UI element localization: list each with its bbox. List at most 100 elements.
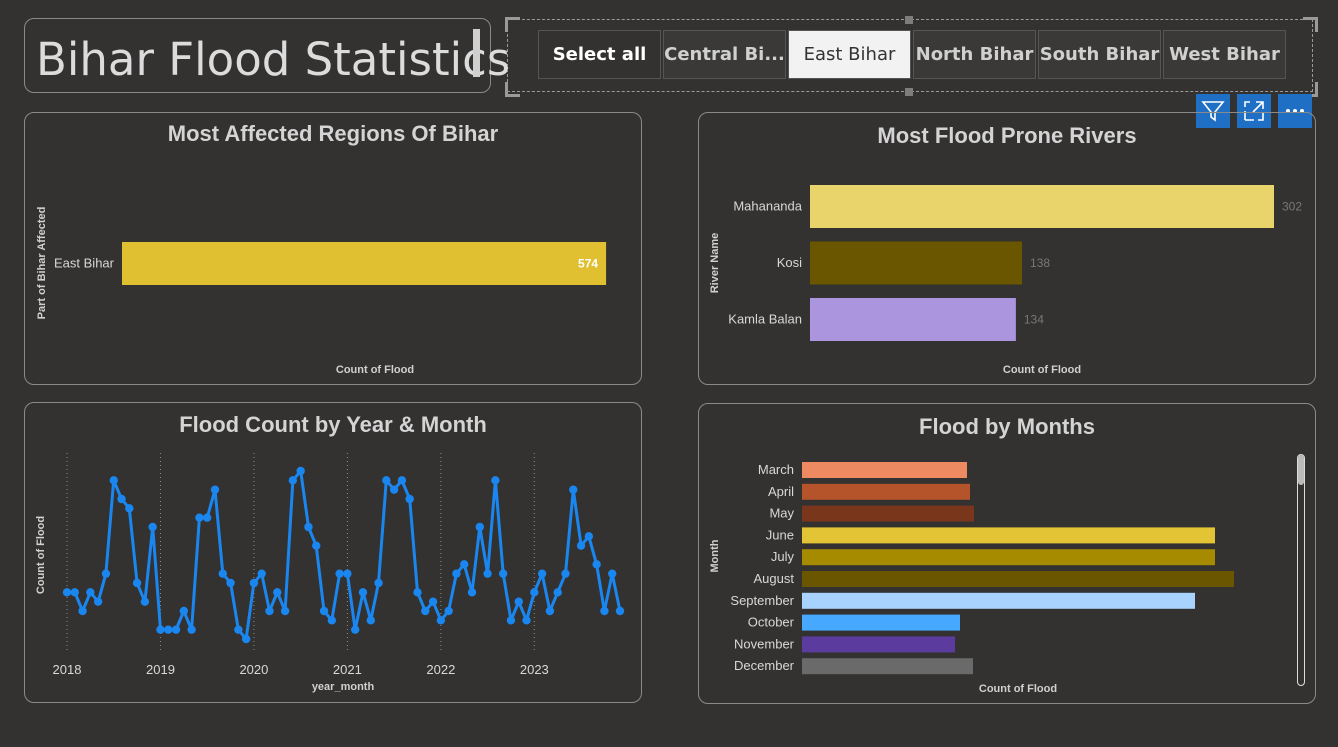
data-point [312,541,321,550]
months-chart-title: Flood by Months [919,414,1095,439]
bar-december [802,658,973,675]
resize-corner-top-right[interactable] [1303,17,1318,32]
resize-handle-top[interactable] [905,16,913,24]
data-point [288,476,298,485]
category-label: Mahananda [733,199,802,214]
data-point [615,606,625,616]
x-axis-label: Count of Flood [336,364,414,376]
slicer-central-bihar[interactable]: Central Bi... [663,30,786,79]
bar-july [802,549,1215,566]
more-options-button[interactable] [1278,94,1312,128]
months-scrollbar[interactable] [1297,454,1305,686]
x-tick-label: 2022 [426,662,455,677]
data-point [428,597,438,606]
data-point [132,578,142,588]
data-point [569,485,578,494]
bar-kamla-balan [810,298,1016,341]
data-point [491,476,500,485]
data-point [545,606,555,616]
x-axis-label: Count of Flood [979,683,1057,695]
data-point [592,560,601,569]
x-tick-label: 2023 [520,662,549,677]
months-chart-card[interactable]: Flood by Months March April May June July Aug… [698,403,1316,704]
data-point [273,588,282,597]
data-point [522,616,531,625]
data-point [140,597,150,606]
x-tick-label: 2019 [146,662,175,677]
slicer-north-bihar[interactable]: North Bihar [913,30,1036,79]
data-point [226,578,235,588]
bar-kosi [810,241,1023,285]
data-point [389,485,399,494]
data-label: 138 [1030,256,1050,270]
rivers-chart-title: Most Flood Prone Rivers [877,123,1137,148]
slicer-west-bihar[interactable]: West Bihar [1163,30,1286,79]
data-point [195,513,204,522]
data-label: 134 [1024,313,1044,327]
bar-november [802,636,955,653]
data-point [366,616,375,625]
slicer-east-bihar[interactable]: East Bihar [788,30,911,79]
category-label: June [766,527,794,542]
data-point [350,625,360,634]
data-point [413,588,422,597]
x-tick-label: 2018 [53,662,82,677]
regions-chart: East Bihar 574 Count of Flood Part of Bihar… [36,207,607,376]
data-point [280,606,290,616]
regions-chart-title: Most Affected Regions Of Bihar [167,121,499,146]
data-point [506,616,516,625]
filter-button[interactable] [1196,94,1230,128]
data-point [210,485,220,494]
data-point [249,578,259,588]
data-point [530,588,539,597]
data-point [101,569,111,578]
data-point [444,606,453,616]
data-point [109,476,118,485]
data-point [335,569,344,578]
category-label: August [754,571,795,586]
data-label: 302 [1282,200,1302,214]
data-point [202,513,212,522]
data-point [117,494,126,504]
y-axis-label: River Name [709,233,721,294]
category-label: Kamla Balan [728,312,802,327]
category-label: July [771,549,795,564]
slicer-select-all[interactable]: Select all [538,30,661,79]
data-point [125,504,134,513]
data-point [553,588,562,597]
regions-chart-card[interactable]: Most Affected Regions Of Bihar East Biha… [24,112,642,385]
page-title: Bihar Flood Statistics [36,33,511,86]
timeline-chart-card[interactable]: Flood Count by Year & Month 2018 2019 2020… [24,402,642,703]
focus-mode-icon [1244,101,1264,121]
slicer-south-bihar[interactable]: South Bihar [1038,30,1161,79]
category-label: November [734,636,795,651]
data-point [483,569,492,578]
data-label: 574 [578,257,598,271]
rivers-chart: Mahananda 302 Kosi 138 Kamla Balan 134 Count o… [709,185,1302,376]
data-point [561,569,570,578]
x-tick-label: 2020 [239,662,268,677]
data-point [460,560,469,569]
data-point [514,597,523,606]
category-label: East Bihar [54,256,115,271]
rivers-chart-card[interactable]: Most Flood Prone Rivers Mahananda 302 Kosi… [698,112,1316,385]
data-point [608,569,617,578]
category-label: October [748,615,795,630]
focus-mode-button[interactable] [1237,94,1271,128]
data-point [171,625,181,634]
y-axis-label: Count of Flood [35,516,47,594]
bar-august [802,571,1234,587]
resize-corner-top-left[interactable] [505,17,520,32]
data-point [218,569,227,578]
data-point [234,625,243,634]
data-point [78,606,87,616]
data-point [467,588,477,597]
x-tick-label: 2021 [333,662,362,677]
bar-october [802,614,960,631]
months-scrollbar-thumb[interactable] [1298,455,1304,485]
data-point [93,597,103,606]
resize-corner-bottom-left[interactable] [505,82,520,97]
data-point [405,494,414,504]
resize-handle-bottom[interactable] [905,88,913,96]
data-point [343,569,352,578]
